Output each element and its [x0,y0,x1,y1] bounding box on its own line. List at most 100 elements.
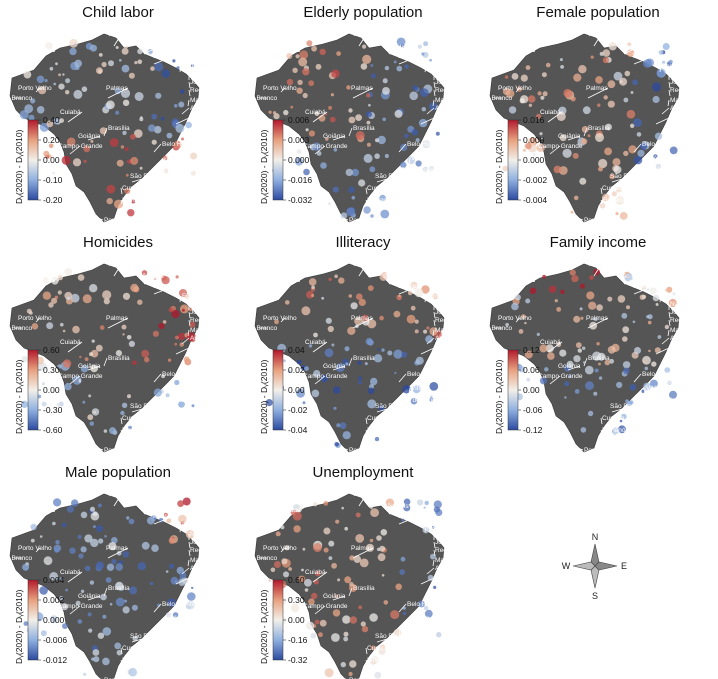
municipality-dot [40,630,47,637]
city-leader-line [587,87,609,99]
municipality-dot [376,547,381,552]
municipality-dot [89,284,98,293]
municipality-dot [125,45,128,49]
municipality-dot [380,209,390,219]
city-label: São Paulo [130,173,160,180]
city-leader-line [633,169,636,177]
municipality-dot [367,285,374,291]
city-label: Belém [365,265,383,272]
municipality-dot [62,329,66,333]
municipality-dot [302,386,305,390]
municipality-dot [429,102,438,111]
city-leader-line [668,319,671,327]
municipality-dot [539,132,543,136]
municipality-dot [623,367,630,375]
city-leader-line [280,87,286,93]
municipality-dot [126,516,130,520]
city-leader-line [107,317,129,329]
municipality-dot [333,148,338,152]
municipality-dot [358,380,363,385]
city-label: São Luís [383,273,409,280]
city-leader-line [549,375,561,385]
municipality-dot [80,365,89,373]
city-leader-line [623,275,641,285]
municipality-dot [275,531,281,537]
municipality-dot [334,442,339,447]
municipality-dot [605,123,612,131]
municipality-dot [273,113,280,120]
city-label: Rio de Janeiro [636,397,678,404]
colorbar-tick-label: 0.000 [523,155,545,165]
municipality-dot [328,556,333,560]
municipality-dot [139,166,143,170]
municipality-dot [573,73,582,82]
city-leader-line [353,255,361,267]
city-label: Cuiabá [60,339,81,346]
municipality-dot [622,361,631,369]
city-label: Belém [600,265,618,272]
city-leader-line [163,387,166,395]
city-label: Florianópolis [602,197,640,204]
city-label: Recife [435,317,454,324]
municipality-dot [283,571,289,578]
municipality-dot [190,64,194,67]
municipality-dot [53,118,60,125]
city-label: Florianópolis [122,197,160,204]
city-label: Fortaleza [182,293,209,300]
colorbar: 0.016 0.008 0.000 -0.002 -0.004 Dᵧ(2020) - Dᵧ… [494,115,547,205]
municipality-dot [287,370,291,373]
municipality-dot [315,63,322,70]
municipality-dot [84,534,93,543]
municipality-dot [393,310,401,318]
city-label: Maceió [435,327,456,334]
city-leader-line [408,157,411,165]
municipality-dot [355,114,362,121]
municipality-dot [121,64,130,73]
city-label: Rio Branco [480,325,513,332]
municipality-dot [286,53,293,59]
municipality-dot [336,51,341,56]
municipality-dot [80,589,85,593]
municipality-dot [302,68,310,76]
municipality-dot [115,563,123,571]
municipality-dot [77,274,85,281]
municipality-dot [579,307,583,311]
municipality-dot [337,578,341,582]
city-label: Rio de Janeiro [401,397,443,404]
municipality-dot [586,291,595,300]
colorbar-gradient [507,349,519,431]
municipality-dot [90,506,95,512]
city-leader-line [87,135,101,141]
city-leader-line [314,145,326,155]
municipality-dot [272,111,277,115]
municipality-dot [151,113,158,120]
municipality-dot [298,57,308,67]
municipality-dot [651,361,657,367]
municipality-dot [368,103,371,107]
municipality-dot [394,371,397,375]
panel-title: Illiteracy [335,234,391,251]
municipality-dot [165,393,170,398]
city-leader-line [348,357,353,367]
municipality-dot [423,329,428,334]
city-label: Salvador [190,575,216,582]
municipality-dot [137,562,146,571]
municipality-dot [172,59,176,63]
municipality-dot [64,268,73,276]
city-label: Vitória [411,615,430,622]
municipality-dot [666,286,673,293]
municipality-dot [114,199,123,209]
city-leader-line [348,587,353,597]
municipality-dot [30,98,36,104]
city-label: Belo Horizonte [162,371,205,378]
city-label: Cuiabá [60,109,81,116]
city-label: Teresina [397,283,422,290]
city-label: Boa Vista [66,26,94,33]
city-leader-line [187,99,190,107]
city-leader-line [153,285,175,295]
municipality-dot [130,156,139,165]
municipality-dot [540,136,544,140]
municipality-dot [330,116,336,123]
city-leader-line [432,559,435,567]
municipality-dot [62,73,65,76]
